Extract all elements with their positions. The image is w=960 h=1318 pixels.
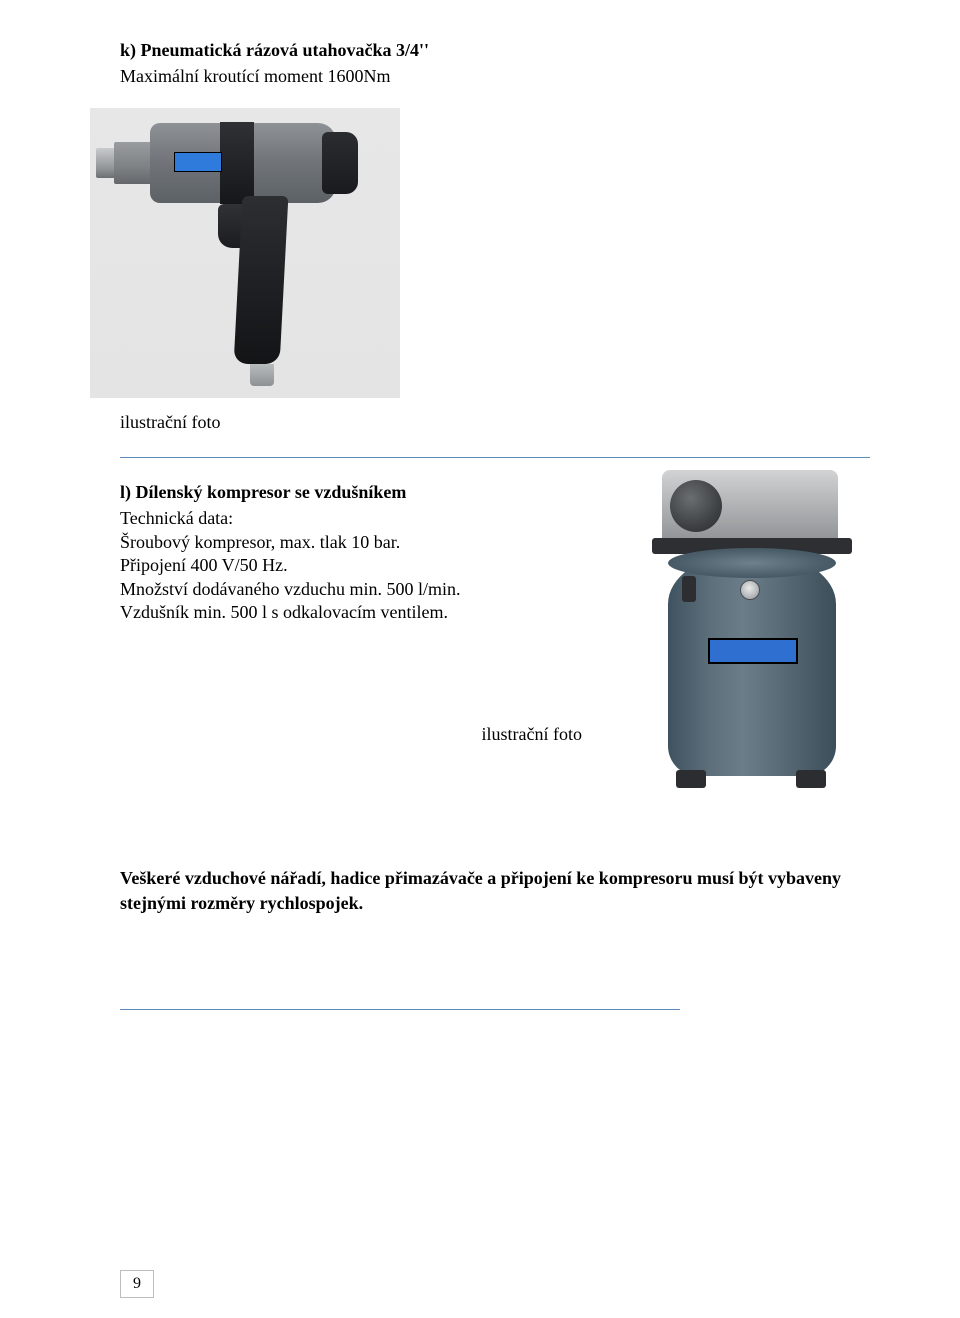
compressor-brand-label-icon <box>708 638 798 664</box>
section-l-text-column: l) Dílenský kompresor se vzdušníkem Tech… <box>120 482 612 745</box>
section-l-row: l) Dílenský kompresor se vzdušníkem Tech… <box>120 482 870 796</box>
spacer <box>120 915 870 995</box>
section-l-line4: Vzdušník min. 500 l s odkalovacím ventil… <box>120 601 612 624</box>
wrench-handle-icon <box>234 196 289 364</box>
wrench-tail-icon <box>322 132 358 194</box>
section-k-spec: Maximální kroutící moment 1600Nm <box>120 65 870 88</box>
page-number: 9 <box>120 1270 154 1298</box>
wrench-air-inlet-icon <box>250 364 274 386</box>
section-k-caption: ilustrační foto <box>120 412 870 433</box>
divider-bottom <box>120 1009 680 1010</box>
footer-note: Veškeré vzduchové nářadí, hadice přimazá… <box>120 866 870 915</box>
spacer <box>120 624 612 694</box>
compressor-foot-left-icon <box>676 770 706 788</box>
section-l-tech-label: Technická data: <box>120 507 612 530</box>
wrench-midband-icon <box>220 122 254 204</box>
section-l-heading: l) Dílenský kompresor se vzdušníkem <box>120 482 612 503</box>
compressor-valve-icon <box>682 576 696 602</box>
wrench-brand-label-icon <box>174 152 222 172</box>
section-k-heading: k) Pneumatická rázová utahovačka 3/4'' <box>120 40 870 61</box>
compressor-motor-face-icon <box>670 480 722 532</box>
compressor-foot-right-icon <box>796 770 826 788</box>
section-l-caption: ilustrační foto <box>120 724 612 745</box>
impact-wrench-image <box>90 108 400 398</box>
compressor-image <box>640 470 870 796</box>
divider <box>120 457 870 458</box>
section-l-line3: Množství dodávaného vzduchu min. 500 l/m… <box>120 578 612 601</box>
section-l-line1: Šroubový kompresor, max. tlak 10 bar. <box>120 531 612 554</box>
page: k) Pneumatická rázová utahovačka 3/4'' M… <box>0 0 960 1318</box>
section-l-line2: Připojení 400 V/50 Hz. <box>120 554 612 577</box>
